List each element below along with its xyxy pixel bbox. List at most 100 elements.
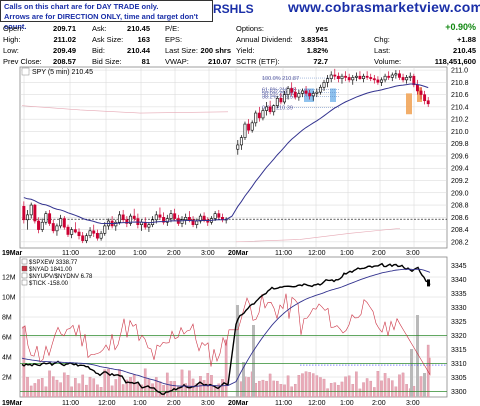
volume-bar (405, 384, 408, 398)
indicator-legend-entry: $NYAD 1841.00 (29, 267, 73, 273)
price-y-tick: 209.2 (451, 178, 469, 185)
volume-spike (416, 315, 419, 397)
candle-body (412, 75, 416, 86)
indicator-right-y-tick: 3300 (451, 389, 467, 396)
indicator-right-y-tick: 3345 (451, 263, 467, 270)
candle-body (103, 225, 107, 234)
candle-body (158, 214, 162, 218)
indicator-right-y-tick: 3305 (451, 375, 467, 382)
volume-bar (180, 369, 184, 398)
candle-body (40, 221, 44, 230)
price-y-tick: 209.8 (451, 141, 469, 148)
pe-label: P/E: (165, 24, 180, 33)
price-chart-title: SPY (5 min) 210.45 (32, 69, 93, 76)
candle-body (387, 75, 391, 78)
price-x-tick: 3:00 (201, 250, 215, 257)
ask-label: Ask: (92, 24, 107, 33)
volume-bar (177, 386, 180, 398)
candle-body (51, 223, 55, 232)
candle-body (236, 144, 240, 150)
volume-bar (347, 375, 351, 398)
sctr-label: SCTR (ETF): (236, 57, 280, 66)
volume-bar (387, 378, 390, 398)
candle-body (184, 217, 188, 221)
volume-bar (373, 387, 376, 398)
candle-body (99, 232, 103, 239)
volume-bar (276, 380, 279, 398)
volume-bar (184, 383, 188, 398)
price-x-tick: 20Mar (228, 250, 249, 257)
indicator-x-tick: 11:00 (275, 400, 292, 406)
price-x-tick: 1:00 (340, 250, 354, 257)
candle-body (354, 75, 358, 78)
volume-bar (51, 376, 55, 398)
gap-highlight-box (406, 93, 412, 115)
equal-weight-index-line (21, 262, 431, 395)
volume-label: Volume: (374, 57, 402, 66)
indicator-x-tick: 2:00 (167, 400, 181, 406)
volume-bar (85, 384, 88, 398)
candle-body (272, 105, 276, 113)
volume-bar (283, 384, 286, 398)
candle-body (265, 106, 268, 111)
moving-average-line (23, 83, 429, 225)
ask-value: 210.45 (127, 24, 150, 33)
candle-body (405, 77, 409, 81)
candle-body (261, 110, 265, 119)
volume-bar (26, 376, 29, 398)
candle-body (129, 215, 132, 224)
last-label: Last: (374, 46, 391, 55)
candle-body (162, 217, 166, 223)
volume-bar (329, 383, 333, 398)
volume-bar (351, 384, 355, 398)
candle-body (369, 77, 373, 79)
candle-body (275, 97, 279, 106)
chg-value: +1.88 (457, 35, 476, 44)
bid-label: Bid: (92, 46, 105, 55)
candle-body (283, 94, 286, 103)
chg-label: Chg: (374, 35, 390, 44)
price-x-tick: 11:00 (62, 250, 79, 257)
indicator-right-y-tick: 3320 (451, 333, 467, 340)
volume-bar (88, 376, 92, 398)
volume-bar (390, 380, 394, 398)
candle-body (154, 214, 158, 221)
volume-bar (55, 379, 59, 398)
price-y-tick: 209.4 (451, 166, 469, 173)
candle-body (415, 84, 419, 92)
volume-bar (121, 384, 125, 398)
volume-bar (118, 369, 121, 398)
candle-body (383, 75, 387, 81)
candle-body (390, 74, 394, 78)
candle-body (55, 225, 59, 232)
last-value: 210.45 (453, 46, 476, 55)
candle-body (365, 75, 369, 78)
candle-body (118, 214, 121, 223)
candle-body (401, 77, 405, 81)
volume-bar (398, 374, 401, 398)
price-y-tick: 209.6 (451, 153, 469, 160)
price-plot-frame (19, 66, 448, 249)
volume-bar (224, 339, 228, 398)
envelope-line-lower (235, 228, 401, 243)
volume-bar (74, 378, 77, 398)
last-size-label: Last Size: (165, 46, 198, 55)
volume-bar (37, 379, 40, 398)
candle-body (95, 232, 99, 239)
annual-dividend-value: 3.83541 (300, 35, 328, 44)
candle-body (347, 77, 351, 81)
notice-line-2: Arrows are for DIRECTION ONLY, time and … (4, 12, 199, 31)
volume-bar (293, 383, 297, 398)
prev-close-value: 208.57 (53, 57, 76, 66)
candle-body (37, 220, 41, 230)
yield-value: 1.82% (306, 46, 328, 55)
indicator-left-y-tick: 8M (2, 315, 12, 322)
volume-bar (154, 377, 158, 398)
candle-body (198, 215, 202, 222)
volume-bar (268, 373, 272, 398)
indicator-legend-swatch (21, 258, 28, 265)
candle-body (84, 235, 88, 241)
high-value: 211.02 (53, 35, 76, 44)
volume-bar (70, 386, 73, 398)
indicator-left-y-tick: 12M (2, 275, 16, 282)
